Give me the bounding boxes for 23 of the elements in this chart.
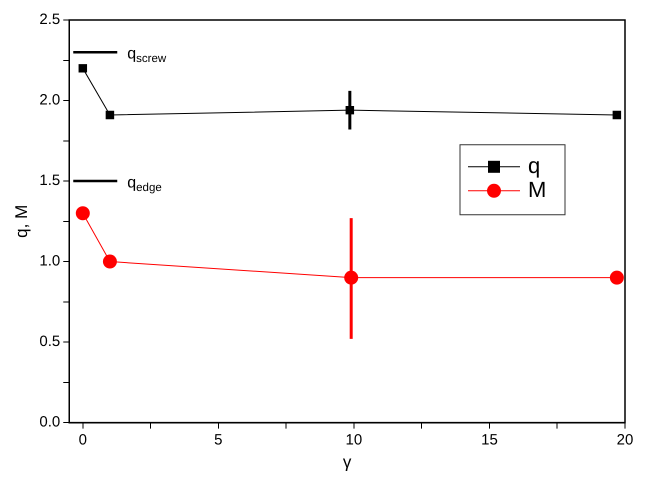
point: [344, 270, 358, 285]
y-axis-title: q, M: [12, 204, 31, 238]
point: [610, 270, 624, 285]
x-tick-label: 0: [78, 432, 87, 449]
x-tick-label: 10: [346, 432, 362, 449]
point: [612, 110, 622, 120]
x-tick-label: 5: [214, 432, 223, 449]
point: [346, 106, 354, 114]
y-tick-label: 1.5: [39, 172, 60, 190]
x-axis-title: γ: [342, 452, 352, 472]
point: [78, 64, 88, 73]
y-tick-label: 0.0: [39, 414, 60, 431]
y-tick-label: 1.0: [39, 252, 60, 270]
x-tick-label: 15: [481, 432, 498, 449]
legend-label: q: [528, 152, 540, 178]
y-tick-label: 2.5: [39, 11, 60, 28]
y-tick-label: 2.0: [39, 92, 60, 109]
x-tick-label: 20: [616, 432, 634, 449]
point: [102, 254, 117, 269]
point: [106, 110, 114, 120]
y-tick-label: 0.5: [39, 333, 60, 350]
point: [76, 206, 90, 220]
legend-label: M: [528, 176, 546, 202]
